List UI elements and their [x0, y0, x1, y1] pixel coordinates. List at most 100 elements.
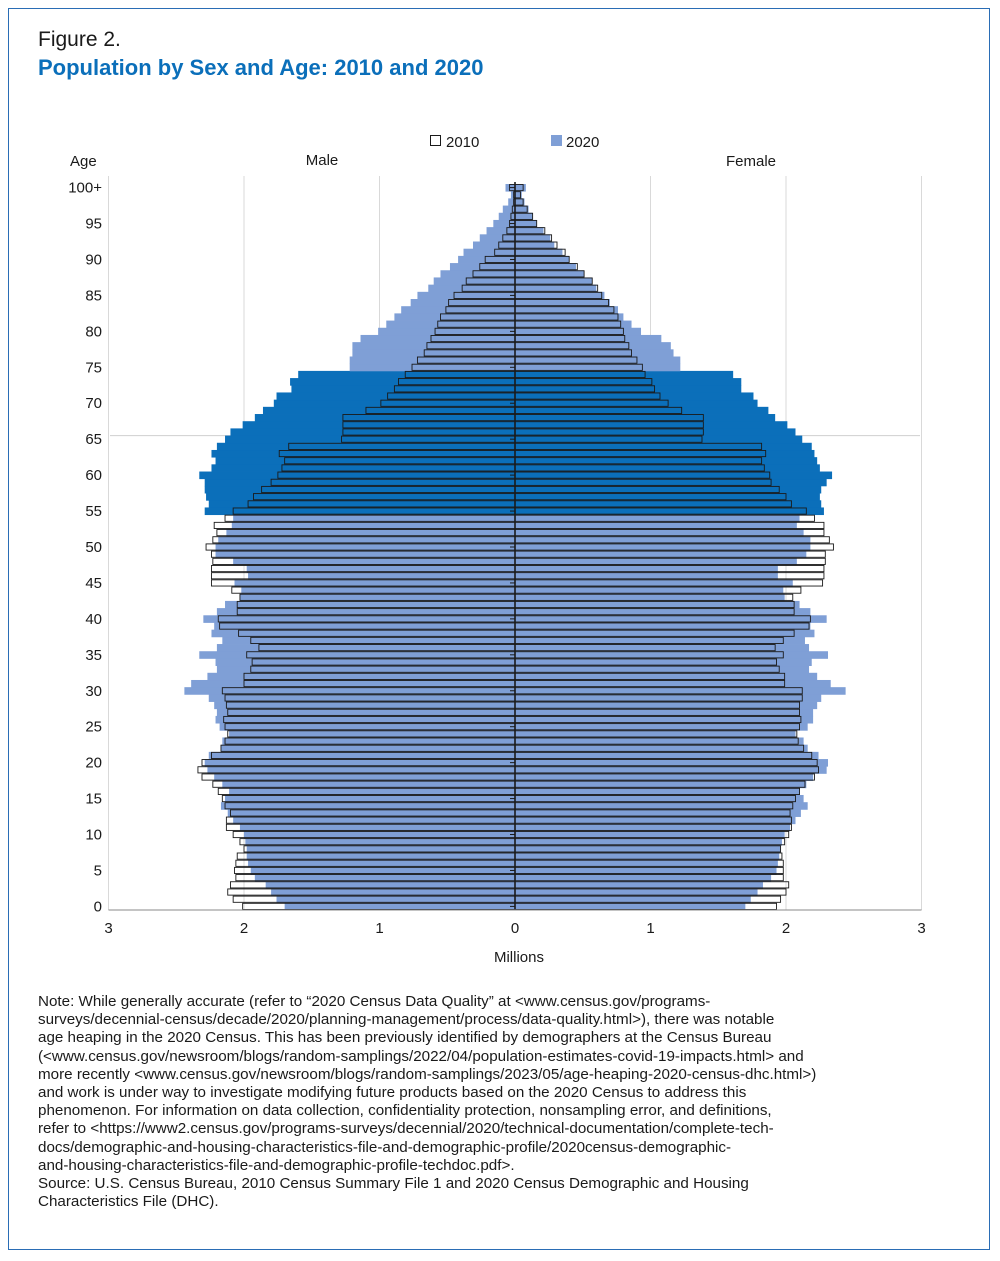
- bar-2020-male: [206, 493, 515, 501]
- bar-2020-male: [239, 593, 515, 602]
- note-line: and-housing-characteristics-file-and-dem…: [38, 1156, 515, 1174]
- bar-2020-male: [208, 751, 515, 760]
- bar-2020-male: [498, 212, 515, 221]
- y-tick-label: 95: [85, 216, 102, 233]
- bar-2020-male: [184, 687, 515, 695]
- male-label: Male: [306, 152, 339, 169]
- bar-2020-male: [458, 255, 515, 264]
- bar-2020-female: [515, 629, 815, 638]
- bar-2020-male: [227, 809, 516, 817]
- bar-2020-female: [515, 751, 819, 760]
- note-line: (<www.census.gov/newsroom/blogs/random-s…: [38, 1047, 804, 1065]
- bar-2020-male: [493, 219, 515, 228]
- bar-2020-male: [226, 529, 515, 537]
- bar-2020-female: [515, 708, 814, 717]
- bar-2020-female: [515, 313, 624, 321]
- y-tick-label: 90: [85, 251, 102, 268]
- y-tick-label: 10: [85, 827, 102, 844]
- bar-2020-female: [515, 651, 829, 659]
- y-axis-title: Age: [70, 153, 97, 170]
- population-pyramid-chart: 0510152025303540455055606570758085909510…: [68, 134, 925, 966]
- y-tick-label: 15: [85, 791, 102, 808]
- bar-2020-male: [220, 802, 515, 810]
- bar-2020-female: [515, 816, 796, 825]
- bar-2020-female: [515, 449, 815, 458]
- bar-2020-male: [360, 334, 515, 343]
- bar-2020-female: [515, 809, 801, 817]
- bar-2020-male: [262, 406, 515, 415]
- bar-2020-female: [515, 737, 804, 746]
- bar-2020-female: [515, 759, 829, 767]
- bar-2020-male: [211, 449, 516, 458]
- bar-2020-female: [515, 191, 522, 199]
- bar-2020-male: [204, 759, 515, 767]
- note-line: more recently <www.census.gov/newsroom/b…: [38, 1065, 817, 1083]
- bar-2020-male: [502, 205, 515, 214]
- bar-2020-female: [515, 665, 810, 674]
- bar-2020-male: [216, 608, 515, 616]
- bar-2020-male: [230, 428, 515, 436]
- bar-2020-female: [515, 277, 593, 286]
- bar-2020-male: [218, 536, 515, 544]
- bar-2020-female: [515, 234, 551, 242]
- bar-2020-female: [515, 349, 674, 357]
- bar-2020-female: [515, 327, 642, 336]
- bar-2020-male: [248, 572, 515, 580]
- bar-2020-male: [246, 845, 515, 853]
- bar-2020-female: [515, 457, 818, 465]
- bar-2020-female: [515, 255, 570, 264]
- bar-2020-male: [229, 787, 515, 796]
- bar-2020-male: [245, 838, 516, 846]
- bar-2020-female: [515, 550, 807, 559]
- figure-label: Figure 2.: [38, 28, 121, 51]
- bar-2020-female: [515, 291, 605, 300]
- y-tick-label: 30: [85, 683, 102, 700]
- bar-2020-female: [515, 543, 811, 551]
- figure-title: Population by Sex and Age: 2010 and 2020: [38, 55, 484, 80]
- bar-2020-male: [215, 658, 516, 667]
- bar-2020-male: [211, 464, 516, 472]
- bar-2020-male: [479, 234, 515, 242]
- bar-2020-male: [220, 744, 515, 753]
- y-tick-label: 70: [85, 395, 102, 412]
- bar-2020-female: [515, 493, 820, 501]
- bar-2020-female: [515, 608, 811, 616]
- note-line: docs/demographic-and-housing-characteris…: [38, 1138, 732, 1156]
- bar-2020-female: [515, 615, 827, 623]
- bar-2020-female: [515, 780, 807, 789]
- bar-2020-female: [515, 866, 777, 875]
- y-tick-label: 25: [85, 719, 102, 736]
- bar-2020-female: [515, 356, 681, 365]
- bar-2020-female: [515, 744, 808, 753]
- bar-2020-male: [199, 471, 515, 480]
- bar-2020-female: [515, 895, 751, 904]
- bar-2020-male: [508, 198, 515, 206]
- bar-2020-male: [219, 723, 516, 731]
- bar-2020-female: [515, 399, 758, 408]
- bar-2020-female: [515, 730, 796, 738]
- bar-2020-female: [515, 838, 782, 846]
- bar-2020-female: [515, 406, 769, 415]
- bar-2020-female: [515, 442, 812, 451]
- bar-2020-female: [515, 787, 800, 796]
- bar-2020-female: [515, 378, 742, 386]
- bar-2020-male: [214, 773, 515, 782]
- bar-2020-female: [515, 572, 778, 580]
- bar-2020-female: [515, 306, 618, 314]
- bar-2020-female: [515, 385, 742, 393]
- bar-2020-male: [234, 579, 515, 587]
- bar-2020-female: [515, 414, 776, 422]
- bar-2020-male: [216, 644, 515, 652]
- legend-swatch-2010: [430, 135, 441, 146]
- bar-2020-male: [394, 313, 515, 321]
- bar-2020-male: [276, 392, 515, 401]
- bar-2020-male: [225, 794, 515, 803]
- bar-2020-male: [241, 586, 516, 595]
- bar-2020-female: [515, 464, 820, 472]
- bar-2020-female: [515, 600, 800, 609]
- bar-2020-male: [510, 191, 515, 199]
- bar-2020-female: [515, 672, 818, 681]
- bar-2020-female: [515, 478, 827, 487]
- bar-2020-male: [222, 780, 515, 789]
- legend-label-2020: 2020: [566, 134, 599, 151]
